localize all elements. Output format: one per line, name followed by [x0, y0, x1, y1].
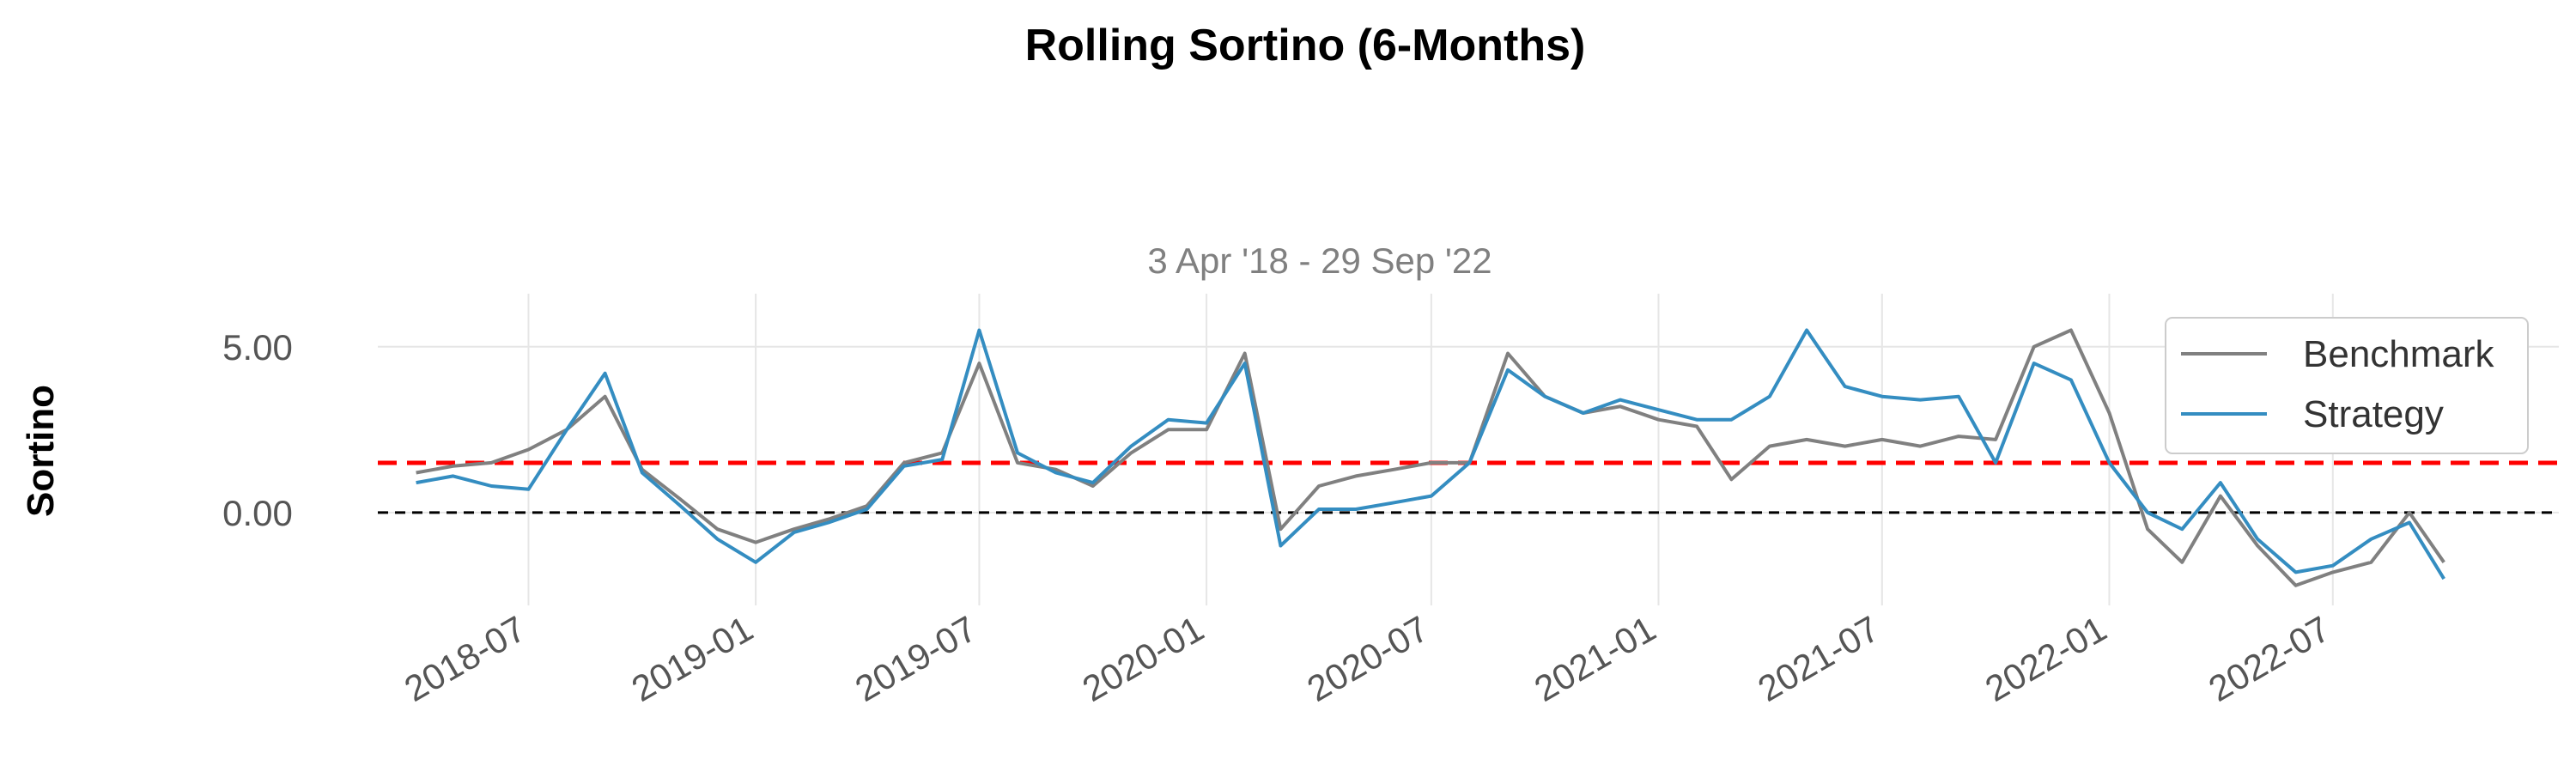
x-tick-label: 2021-07	[1751, 608, 1886, 709]
series-line-strategy	[416, 328, 2445, 580]
legend-box	[2165, 317, 2529, 454]
x-tick-label: 2021-01	[1528, 608, 1662, 709]
series-line-benchmark	[416, 328, 2445, 587]
reference-lines	[378, 460, 2559, 514]
y-tick-label: 5.00	[222, 327, 293, 368]
x-tick-label: 2019-01	[625, 608, 760, 709]
y-axis-label: Sortino	[20, 385, 62, 517]
series-lines	[416, 328, 2445, 587]
x-tick-label: 2020-07	[1300, 608, 1435, 709]
legend-label-strategy: Strategy	[2303, 393, 2444, 435]
x-tick-label: 2019-07	[848, 608, 983, 709]
legend: Benchmark Strategy	[2165, 317, 2529, 454]
chart-subtitle: 3 Apr '18 - 29 Sep '22	[1147, 240, 1492, 281]
x-tick-label: 2022-07	[2202, 608, 2336, 709]
legend-label-benchmark: Benchmark	[2303, 333, 2495, 375]
chart-title: Rolling Sortino (6-Months)	[1025, 21, 1586, 70]
x-tick-label: 2020-01	[1076, 608, 1211, 709]
y-tick-label: 0.00	[222, 493, 293, 533]
x-tick-label: 2022-01	[1978, 608, 2113, 709]
x-tick-label: 2018-07	[398, 608, 532, 709]
